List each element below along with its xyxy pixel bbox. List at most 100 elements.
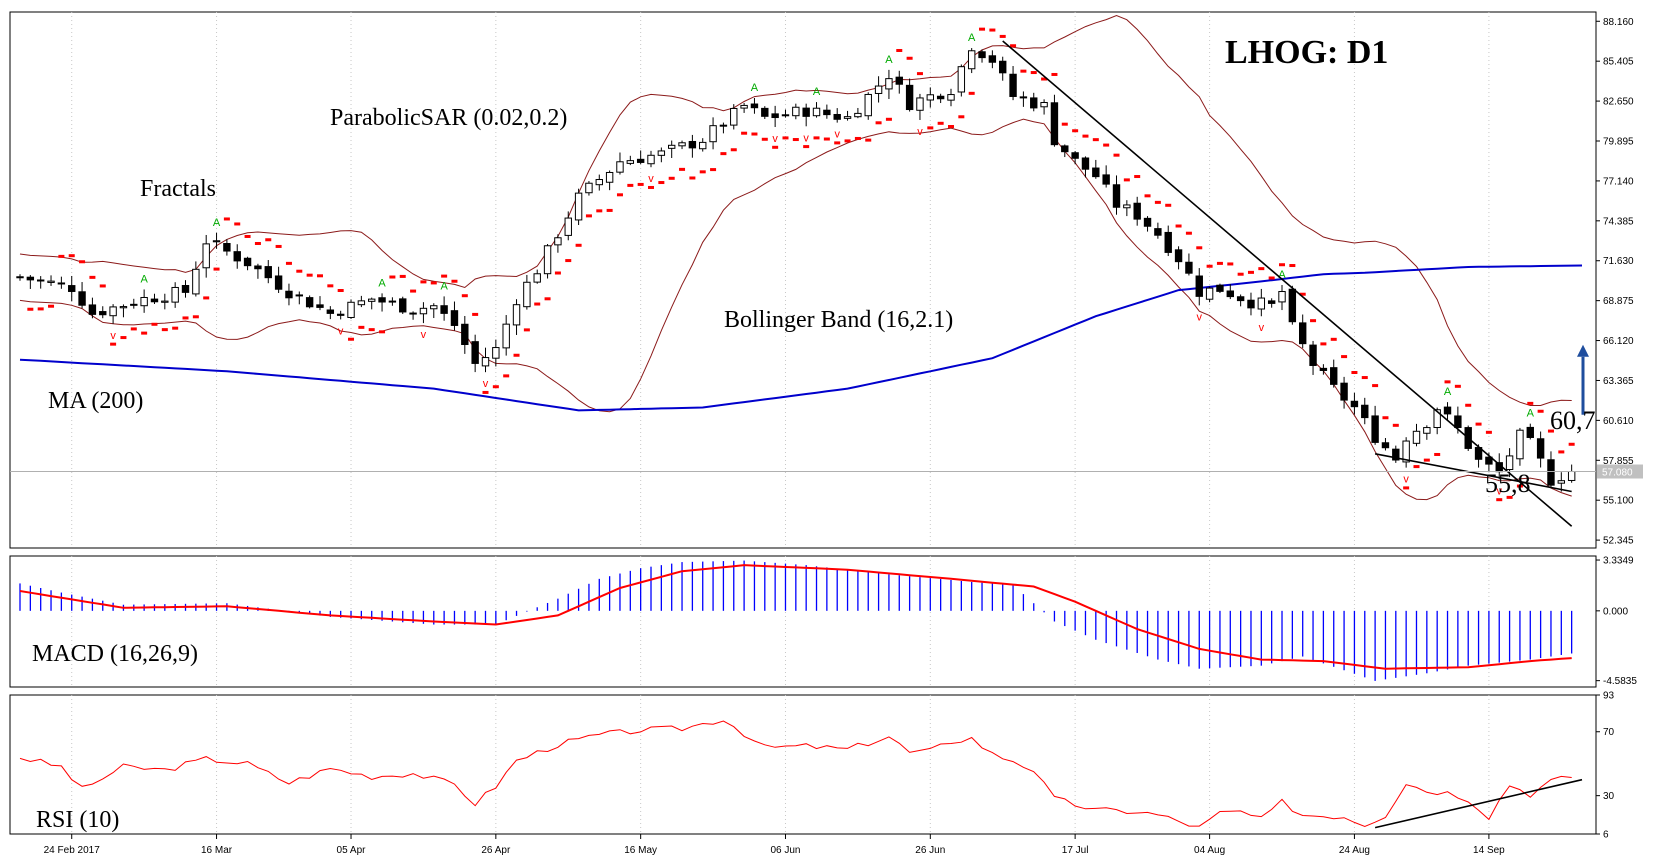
candle-body (978, 51, 986, 59)
fractal-up: A (213, 217, 221, 229)
fractal-up: A (885, 54, 893, 66)
candle-body (1174, 249, 1183, 263)
sar-dot (854, 136, 861, 140)
sar-dot (254, 241, 261, 245)
sar-dot (544, 297, 551, 301)
sar-dot (844, 139, 851, 143)
candle-body (130, 303, 138, 306)
candle-body (999, 60, 1007, 74)
y-tick-label: 55.100 (1603, 496, 1634, 507)
y-tick-label: 77.140 (1603, 176, 1634, 187)
price-panel (9, 11, 1597, 549)
sar-dot (1154, 200, 1161, 204)
candle-body (1412, 430, 1421, 444)
sar-dot (1175, 224, 1182, 228)
annotation-55-8: 55,8 (1485, 469, 1531, 498)
candle-body (1030, 97, 1038, 109)
sar-dot (1165, 203, 1172, 207)
fractal-down: v (772, 133, 778, 145)
sar-dot (1010, 44, 1017, 48)
sar-dot (379, 330, 386, 334)
sar-dot (616, 193, 623, 197)
candle-body (326, 309, 335, 314)
y-tick-label: 74.385 (1603, 216, 1634, 227)
candle-body (792, 106, 800, 117)
candle-body (171, 286, 179, 303)
candle-body (1536, 438, 1545, 459)
y-tick-label: 57.855 (1603, 456, 1634, 467)
fractal-down: v (483, 378, 489, 390)
candle-body (1123, 204, 1131, 209)
candle-body (409, 312, 417, 315)
sar-dot (1123, 178, 1130, 182)
x-tick-label: 26 Jun (915, 845, 945, 856)
candle-body (109, 306, 117, 317)
candle-body (1050, 102, 1059, 146)
candle-body (750, 103, 759, 109)
candle-body (440, 305, 448, 314)
sar-dot (1361, 376, 1368, 380)
sar-dot (1247, 270, 1254, 274)
sar-dot (1082, 134, 1089, 138)
candle-body (533, 273, 541, 283)
x-tick-label: 14 Sep (1473, 845, 1505, 856)
candle-body (243, 257, 252, 267)
candle-body (450, 310, 459, 326)
macd-signal-line (19, 564, 1572, 670)
candle-body (1433, 409, 1441, 429)
sar-dot (327, 284, 334, 288)
candle-body (368, 298, 376, 302)
sar-dot (596, 209, 603, 213)
candle-body (295, 294, 303, 297)
sar-dot (968, 91, 975, 95)
candle-body (388, 300, 397, 303)
candle-body (874, 85, 883, 94)
candle-body (430, 305, 438, 310)
fractal-up: A (1444, 386, 1452, 398)
sar-dot (730, 148, 737, 152)
sar-dot (741, 131, 748, 135)
rsi-y-tick-label: 30 (1603, 791, 1615, 802)
sar-dot (1289, 264, 1296, 268)
sar-dot (792, 138, 799, 142)
candle-body (647, 154, 655, 165)
candle-body (926, 94, 935, 101)
x-tick-label: 06 Jun (770, 845, 800, 856)
sar-dot (389, 275, 396, 279)
sar-dot (937, 121, 944, 125)
candle-body (957, 66, 966, 93)
candle-body (730, 107, 738, 126)
candle-body (574, 192, 583, 221)
sar-dot (1506, 495, 1513, 499)
ma200-label: MA (200) (48, 388, 143, 414)
candle-body (274, 275, 283, 290)
x-tick-label: 24 Feb 2017 (44, 845, 101, 856)
rsi-label: RSI (10) (36, 807, 119, 833)
candle-body (895, 76, 903, 85)
candle-body (802, 107, 810, 117)
sar-dot (1279, 263, 1286, 267)
x-tick-label: 26 Apr (481, 845, 511, 856)
fractal-down: v (421, 329, 427, 341)
candle-body (699, 141, 707, 150)
candle-body (1505, 455, 1514, 471)
sar-dot (585, 214, 592, 218)
candle-body (471, 341, 479, 364)
fractal-down: v (1496, 485, 1502, 497)
last-price-box (1597, 464, 1643, 479)
candle-body (823, 109, 831, 116)
sar-dot (1568, 442, 1575, 446)
candle-body (481, 357, 490, 367)
sar-dot (1475, 422, 1482, 426)
sar-dot (1330, 337, 1337, 341)
candle-body (99, 311, 107, 316)
y-tick-label: 71.630 (1603, 256, 1634, 267)
candle-body (161, 300, 169, 303)
sar-dot (999, 34, 1006, 38)
sar-dot (534, 302, 541, 306)
sar-dot (461, 294, 468, 298)
candle-body (1402, 440, 1410, 463)
candle-body (1485, 456, 1493, 465)
candle-body (1164, 231, 1172, 253)
sar-dot (1185, 231, 1192, 235)
